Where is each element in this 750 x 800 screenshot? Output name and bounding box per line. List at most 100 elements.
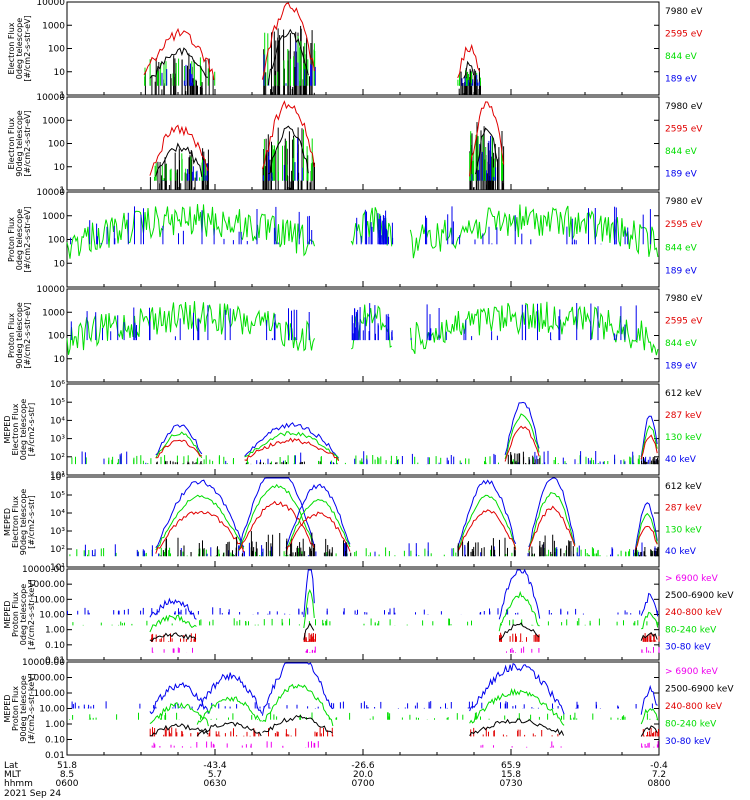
panel-4: 10 100 1000 10000 Proton Flux 90deg telescope… <box>7 285 703 383</box>
electron-2595ev-trace <box>261 100 315 170</box>
y-axis-label: Proton Flux <box>11 592 20 637</box>
x-tick-lat: -26.6 <box>351 761 375 771</box>
y-axis-label: [#/cm2-s-str-keV] <box>27 579 36 650</box>
legend-entry: 80-240 keV <box>665 625 717 635</box>
meped-130kev-trace <box>238 483 316 552</box>
legend-entry: 2595 eV <box>665 30 703 40</box>
meped-130kev-trace <box>634 512 658 553</box>
y-axis-label: Electron Flux <box>11 403 20 455</box>
legend-entry: 2500-6900 keV <box>665 591 734 601</box>
mepp-80-240kev-trace <box>498 590 540 632</box>
y-axis-label: [#/cm2-s-str] <box>27 403 36 456</box>
y-axis-label: [#/cm2-s-str-keV] <box>27 673 36 744</box>
legend-entry: 2595 eV <box>665 125 703 135</box>
meped-40kev-trace <box>155 479 245 549</box>
meped-40kev-trace <box>640 415 658 458</box>
panel-3: 10 100 1000 10000 Proton Flux 0deg telescope[… <box>7 188 703 288</box>
y-tick-label: 10000 <box>36 188 65 198</box>
x-tick-mlt: 5.7 <box>208 770 222 780</box>
y-tick-label: 100 <box>48 45 65 55</box>
x-tick-hhmm: 0600 <box>56 779 79 789</box>
y-tick-label: 10⁵ <box>50 491 65 501</box>
meped-287kev-trace <box>528 505 576 551</box>
y-tick-label: 10² <box>50 453 65 463</box>
mepp-2500-6900kev-trace <box>262 714 333 734</box>
y-tick-label: 100.00 <box>34 689 66 699</box>
y-axis-label: [#/cm2-s-str-eV] <box>23 206 32 272</box>
legend-entry: 240-800 keV <box>665 608 723 618</box>
y-axis-label: [#/cm2-s-str-eV] <box>23 15 32 81</box>
x-tick-hhmm: 0800 <box>648 779 671 789</box>
x-tick-lat: 51.8 <box>57 761 77 771</box>
meped-130kev-trace <box>504 413 540 460</box>
mepp-2500-6900kev-trace <box>469 718 565 736</box>
panel-6: 10¹ 10² 10³ 10⁴ 10⁵ 10⁶ MEPED Electron Flux 90de… <box>3 473 702 573</box>
meped-40kev-trace <box>504 401 540 456</box>
mepp-2500-6900kev-trace <box>149 632 197 642</box>
y-axis-label: 90deg telescope <box>15 110 24 177</box>
legend-entry: 7980 eV <box>665 102 703 112</box>
y-tick-label: 10 <box>54 259 66 269</box>
y-tick-label: 10⁶ <box>50 380 65 390</box>
legend-entry: 80-240 keV <box>665 720 717 730</box>
y-axis-label: Electron Flux <box>7 22 16 74</box>
x-tick-mlt: 20.0 <box>353 770 373 780</box>
panel-8: 0.01 0.10 1.00 10.00 100.00 1000.00 10000.00 ME… <box>3 658 734 761</box>
y-tick-label: 100 <box>48 332 65 342</box>
panel-2: 1 10 100 1000 10000 Electron Flux 90deg telesc… <box>7 93 703 196</box>
mepp-30-80kev-trace <box>149 681 209 715</box>
y-tick-label: 10³ <box>50 435 65 445</box>
mepp-80-240kev-trace <box>641 611 659 630</box>
y-axis-label: Electron Flux <box>11 496 20 548</box>
y-axis-label: MEPED <box>3 508 12 536</box>
date-label: 2021 Sep 24 <box>4 789 61 799</box>
plot-frame <box>66 383 660 476</box>
y-tick-label: 10¹ <box>50 563 65 573</box>
legend-entry: 189 eV <box>665 362 698 372</box>
legend-entry: 844 eV <box>665 339 698 349</box>
meped-287kev-trace <box>155 439 202 459</box>
y-tick-label: 10⁴ <box>50 509 65 519</box>
legend-entry: 130 keV <box>665 433 702 443</box>
mepp-30-80kev-trace <box>303 569 315 618</box>
electron-2595ev-trace <box>143 27 215 80</box>
y-tick-label: 10³ <box>50 527 65 537</box>
y-axis-label: 0deg telescope <box>19 399 28 460</box>
mepp-2500-6900kev-trace <box>499 622 540 640</box>
mepp-30-80kev-trace <box>498 568 541 620</box>
panel-7: 0.01 0.10 1.00 10.00 100.00 1000.00 10000.00 ME… <box>3 565 734 666</box>
electron-2595ev-trace <box>469 101 505 177</box>
legend-entry: 287 keV <box>665 504 702 514</box>
mepp-80-240kev-trace <box>469 687 565 726</box>
y-tick-label: 1 <box>59 186 65 196</box>
data-traces <box>66 301 659 356</box>
y-tick-label: 1.00 <box>45 626 65 636</box>
meped-287kev-trace <box>155 510 245 554</box>
legend-entry: 7980 eV <box>665 294 703 304</box>
y-tick-label: 0.10 <box>45 641 65 651</box>
y-axis-label: MEPED <box>3 695 12 723</box>
x-row-label: hhmm <box>4 779 33 789</box>
mepp-30-80kev-trace <box>261 662 334 716</box>
y-tick-label: 10¹ <box>50 471 65 481</box>
panel-1: 1 10 100 1000 10000 Electron Flux 0deg telesco… <box>7 0 703 101</box>
y-axis-label: 90deg telescope <box>19 675 28 742</box>
y-axis-label: MEPED <box>3 601 12 629</box>
mepp-2500-6900kev-trace <box>303 622 315 640</box>
y-axis-label: [#/cm2-s-str-eV] <box>23 302 32 368</box>
mepp-2500-6900kev-trace <box>640 725 658 737</box>
electron-2595ev-trace <box>457 43 481 79</box>
y-tick-label: 10000 <box>36 285 65 295</box>
panel-5: 10¹ 10² 10³ 10⁴ 10⁵ 10⁶ MEPED Electron Flux 0deg… <box>3 380 702 481</box>
plot-frame <box>66 191 660 288</box>
legend-entry: 612 keV <box>665 389 702 399</box>
y-tick-label: 1000 <box>42 21 65 31</box>
y-axis-label: 0deg telescope <box>15 209 24 270</box>
legend-entry: 40 keV <box>665 455 697 465</box>
electron-7980ev-trace <box>155 142 203 177</box>
legend-entry: 287 keV <box>665 411 702 421</box>
y-tick-label: 1000 <box>42 116 65 126</box>
mepp-2500-6900kev-trace <box>640 631 658 641</box>
mepp-30-80kev-trace <box>469 662 565 715</box>
